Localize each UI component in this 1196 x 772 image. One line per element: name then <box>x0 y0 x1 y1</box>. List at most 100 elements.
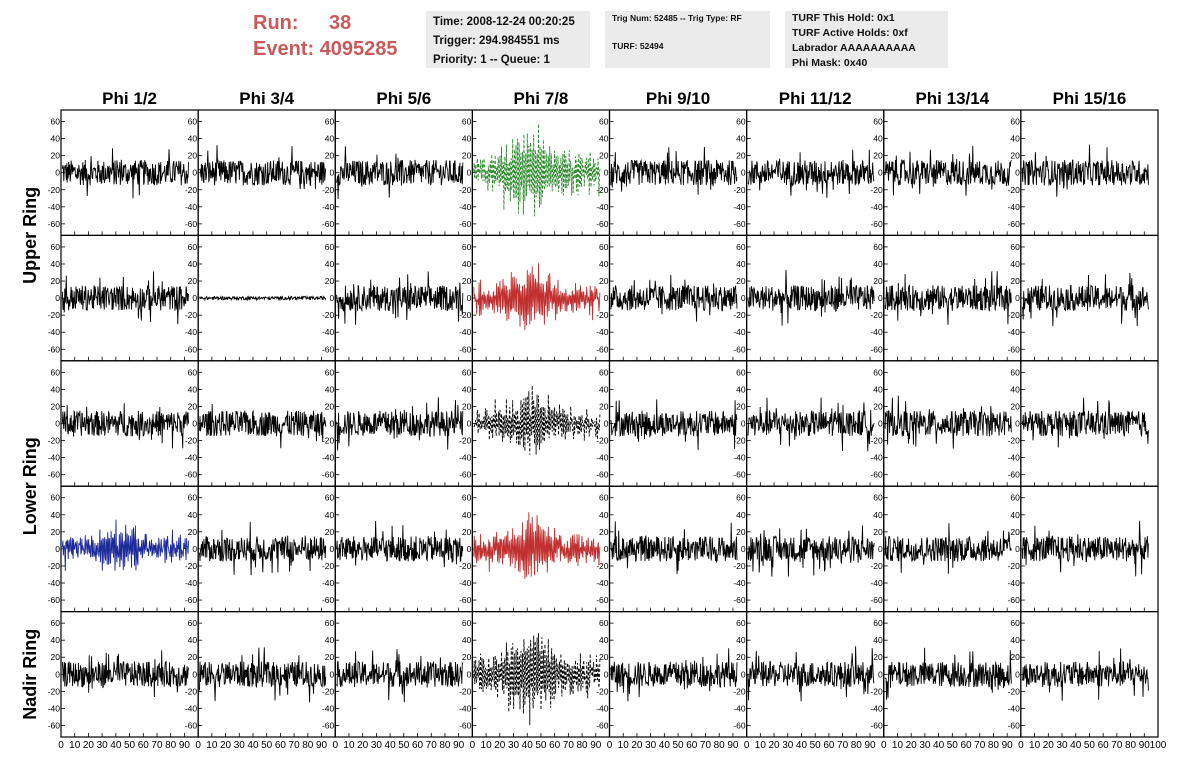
y-tick-label: -60 <box>48 720 61 730</box>
y-tick-label: 20 <box>736 652 746 662</box>
x-tick-label: 80 <box>988 740 1000 751</box>
x-tick-label: 90 <box>727 740 739 751</box>
trigger-info-box: Trig Num: 52485 -- Trig Type: RF TURF: 5… <box>605 11 770 68</box>
x-tick-label: 30 <box>508 740 520 751</box>
waveform-trace <box>336 649 464 703</box>
y-tick-label: -60 <box>1008 344 1021 354</box>
x-tick-label: 80 <box>851 740 863 751</box>
y-tick-label: -20 <box>459 686 472 696</box>
y-tick-label: -60 <box>322 470 335 480</box>
y-tick-label: -60 <box>870 470 883 480</box>
y-tick-label: 40 <box>1010 510 1020 520</box>
y-tick-label: -60 <box>733 720 746 730</box>
y-tick-label: 60 <box>599 618 609 628</box>
waveform-trace <box>610 648 738 702</box>
x-tick-label: 20 <box>83 740 95 751</box>
waveform-trace <box>1021 272 1149 327</box>
x-tick-label: 20 <box>1043 740 1055 751</box>
y-tick-label: 0 <box>1015 168 1020 178</box>
y-tick-label: 0 <box>330 168 335 178</box>
run-row: Run: 38 <box>253 10 398 36</box>
y-tick-label: -40 <box>459 453 472 463</box>
y-tick-label: -60 <box>870 344 883 354</box>
waveform-trace <box>336 271 464 325</box>
y-tick-label: -40 <box>1008 327 1021 337</box>
y-tick-label: -60 <box>185 470 198 480</box>
x-tick-label: 60 <box>412 740 424 751</box>
y-tick-label: 40 <box>188 635 198 645</box>
y-tick-label: 60 <box>188 493 198 503</box>
y-tick-label: 60 <box>736 117 746 127</box>
y-tick-label: -20 <box>48 561 61 571</box>
x-tick-label: 0 <box>332 740 338 751</box>
y-tick-label: -60 <box>48 219 61 229</box>
y-tick-label: -60 <box>48 595 61 605</box>
y-tick-label: 60 <box>462 242 472 252</box>
x-tick-label: 40 <box>659 740 671 751</box>
y-tick-label: -40 <box>48 703 61 713</box>
y-tick-label: 0 <box>878 168 883 178</box>
y-tick-label: 60 <box>51 242 61 252</box>
y-tick-label: 20 <box>462 276 472 286</box>
waveform-trace <box>473 633 601 726</box>
waveform-trace <box>61 403 189 449</box>
turf-info-box: TURF This Hold: 0x1 TURF Active Holds: 0… <box>785 11 948 69</box>
x-tick-label: 90 <box>453 740 465 751</box>
y-tick-label: -20 <box>733 686 746 696</box>
x-tick-label: 70 <box>151 740 163 751</box>
waveform-trace <box>61 519 189 571</box>
x-tick-label: 40 <box>110 740 122 751</box>
y-tick-label: -60 <box>185 344 198 354</box>
y-tick-label: 0 <box>1015 669 1020 679</box>
y-tick-label: 0 <box>55 168 60 178</box>
x-tick-label: 80 <box>714 740 726 751</box>
x-tick-label: 40 <box>1070 740 1082 751</box>
y-tick-label: -20 <box>870 686 883 696</box>
x-tick-label: 10 <box>1029 740 1041 751</box>
y-tick-label: 0 <box>878 293 883 303</box>
y-tick-label: -20 <box>1008 310 1021 320</box>
y-tick-label: 40 <box>462 635 472 645</box>
turf-active-line: TURF Active Holds: 0xf <box>792 27 908 39</box>
waveform-trace <box>199 521 327 576</box>
column-header-3: Phi 5/6 <box>376 89 431 108</box>
y-tick-label: -20 <box>185 310 198 320</box>
y-tick-label: 20 <box>873 151 883 161</box>
x-tick-label: 80 <box>1125 740 1137 751</box>
x-tick-label: 0 <box>470 740 476 751</box>
y-tick-label: 0 <box>604 669 609 679</box>
y-tick-label: -40 <box>322 703 335 713</box>
y-tick-label: 0 <box>330 419 335 429</box>
y-tick-label: -60 <box>48 470 61 480</box>
x-tick-label: 50 <box>535 740 547 751</box>
y-tick-label: -40 <box>733 327 746 337</box>
y-tick-label: 60 <box>599 367 609 377</box>
x-tick-label: 0 <box>607 740 613 751</box>
y-tick-label: -20 <box>459 185 472 195</box>
y-tick-label: 0 <box>55 293 60 303</box>
y-tick-label: 20 <box>1010 151 1020 161</box>
y-tick-label: -40 <box>185 703 198 713</box>
y-tick-label: -40 <box>185 202 198 212</box>
x-tick-label: 80 <box>577 740 589 751</box>
y-tick-label: -60 <box>459 470 472 480</box>
y-tick-label: 20 <box>736 527 746 537</box>
x-tick-label: 30 <box>234 740 246 751</box>
x-tick-label: 20 <box>494 740 506 751</box>
y-tick-label: -40 <box>596 202 609 212</box>
y-tick-label: -40 <box>48 202 61 212</box>
y-tick-label: -20 <box>870 185 883 195</box>
y-tick-label: -60 <box>1008 595 1021 605</box>
run-event-block: Run: 38 Event: 4095285 <box>253 10 398 62</box>
x-tick-label: 60 <box>960 740 972 751</box>
labrador-line: Labrador AAAAAAAAAA <box>792 42 916 54</box>
y-tick-label: 40 <box>188 510 198 520</box>
y-tick-label: -60 <box>322 344 335 354</box>
y-tick-label: 0 <box>467 669 472 679</box>
x-tick-label: 50 <box>1084 740 1096 751</box>
column-header-4: Phi 7/8 <box>514 89 569 108</box>
y-tick-label: -40 <box>1008 703 1021 713</box>
y-tick-label: -40 <box>870 703 883 713</box>
waveform-trace <box>199 295 327 302</box>
y-tick-label: -40 <box>459 327 472 337</box>
